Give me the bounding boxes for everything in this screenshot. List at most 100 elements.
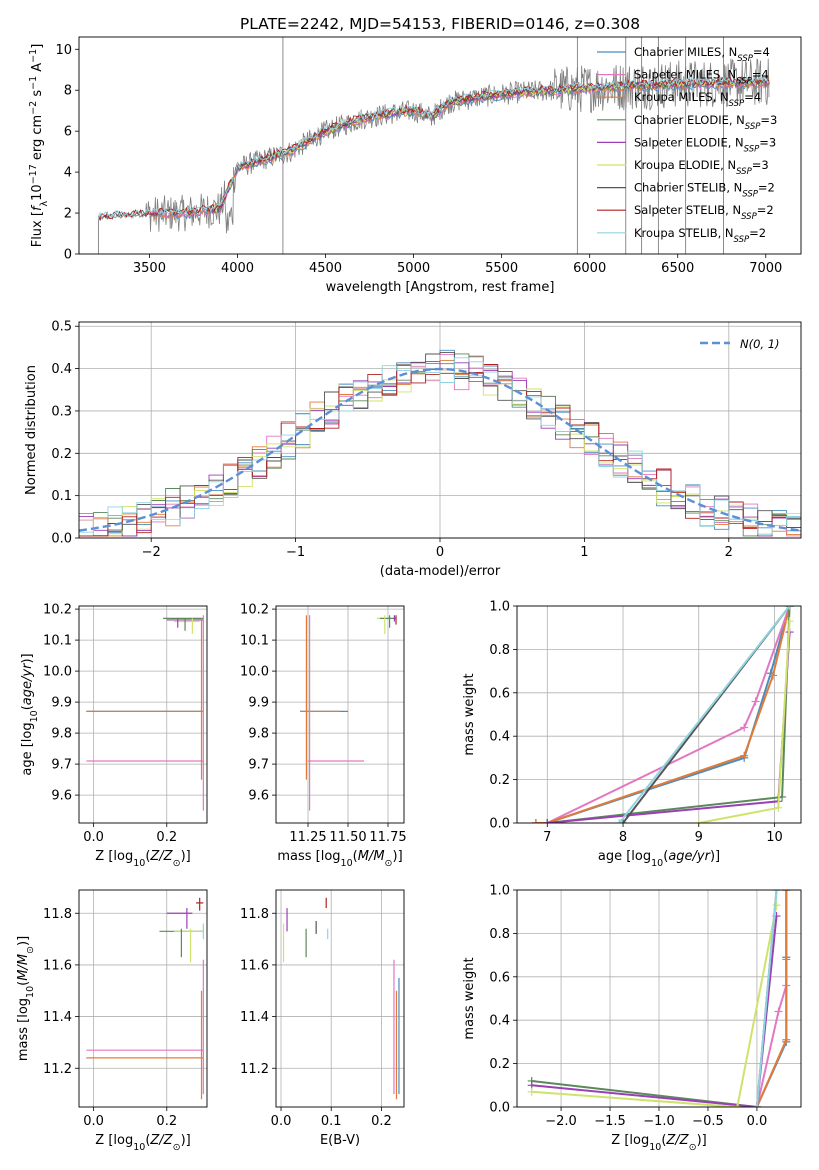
residual-hist-chabrier-stelib — [79, 351, 801, 537]
age_vs_mass-marks — [300, 615, 397, 811]
spectrum-xlabel: wavelength [Angstrom, rest frame] — [326, 280, 555, 295]
age_vs_Z-ytick-label: 9.8 — [51, 727, 72, 742]
age_vs_mass-ytick-label: 10.0 — [240, 665, 269, 680]
weight_vs_age-marker-chabrier-stelib — [619, 819, 628, 823]
spectrum-model-chabrier-stelib — [97, 77, 770, 222]
mass_vs_Z-ytick-label: 11.2 — [43, 1062, 72, 1077]
weight_vs_age-xtick-label: 7 — [543, 830, 551, 845]
residuals-xtick-label: 2 — [725, 545, 733, 560]
age_vs_mass-xlabel: mass [log10(M/M⊙)] — [277, 849, 402, 869]
age_vs_Z-ytick-label: 9.9 — [51, 696, 72, 711]
residuals-ytick-label: 0.3 — [51, 404, 72, 419]
age_vs_mass-ytick-label: 9.8 — [248, 727, 269, 742]
age_vs_mass-ytick-label: 10.1 — [240, 634, 269, 649]
weight_vs_age-marker-salpeter-elodie — [543, 819, 552, 823]
weight_vs_Z-ytick-label: 0.6 — [489, 970, 510, 985]
age_vs_Z-xlabel: Z [log10(Z/Z⊙)] — [95, 849, 190, 869]
age_vs_Z-ytick-label: 9.6 — [51, 789, 72, 804]
weight_vs_age-ytick-label: 0.2 — [489, 773, 510, 788]
weight_vs_age-line-kroupa-miles — [535, 606, 791, 823]
weight_vs_age-panel: 7 8 9 10 0.0 0.2 0.4 0.6 0.8 1.0 age [log10(age/yr… — [462, 600, 802, 869]
legend-entry-kroupa-elodie: Kroupa ELODIE, NSSP=3 — [634, 158, 769, 177]
residuals-ylabel: Normed distribution — [24, 365, 39, 495]
spectrum-xtick-label: 3500 — [133, 261, 166, 276]
spectrum-marks — [97, 37, 770, 254]
weight_vs_Z-marker-kroupa-miles — [782, 955, 791, 964]
weight_vs_age-xtick-label: 9 — [695, 830, 703, 845]
weight_vs_age-marker-kroupa-elodie — [694, 819, 703, 823]
mass_vs_Z-marks — [86, 897, 204, 1100]
weight_vs_age-ylabel: mass weight — [462, 673, 477, 755]
weight_vs_Z-marker-kroupa-elodie — [772, 901, 781, 910]
residuals-xlabel: (data-model)/error — [380, 564, 501, 579]
legend-entry-salpeter-elodie: Salpeter ELODIE, NSSP=3 — [634, 135, 776, 154]
residuals-frame — [78, 321, 802, 539]
weight_vs_Z-marker-kroupa-stelib — [752, 1103, 761, 1107]
weight_vs_Z-line-kroupa-stelib — [755, 890, 778, 1107]
weight_vs_Z-ytick-label: 0.8 — [489, 927, 510, 942]
weight_vs_age-marker-kroupa-miles — [768, 671, 777, 680]
mass_vs_Z-panel: 0.0 0.2 11.2 11.4 11.6 11.8 Z [log10(Z/Z⊙)] mas… — [16, 889, 208, 1153]
residual-hist-kroupa-stelib — [79, 357, 801, 535]
age_vs_mass-frame — [275, 605, 405, 824]
legend-entry-kroupa-miles: Kroupa MILES, NSSP=4 — [634, 90, 761, 109]
weight_vs_age-xlabel: age [log10(age/yr)] — [598, 849, 720, 869]
age_vs_Z-ytick-label: 9.7 — [51, 758, 72, 773]
legend-entry-chabrier-stelib: Chabrier STELIB, NSSP=2 — [634, 181, 775, 200]
age_vs_mass-xtick-label: 11.75 — [369, 830, 406, 845]
weight_vs_Z-ytick-label: 0.2 — [489, 1057, 510, 1072]
weight_vs_age-xtick-label: 10 — [766, 830, 783, 845]
mass_vs_EBV-xtick-label: 0.1 — [321, 1114, 342, 1129]
legend-entry-kroupa-stelib: Kroupa STELIB, NSSP=2 — [634, 226, 766, 245]
weight_vs_Z-ytick-label: 1.0 — [489, 884, 510, 899]
weight_vs_Z-xtick-label: −1.0 — [643, 1114, 675, 1129]
weight_vs_Z-marker-kroupa-miles — [782, 890, 791, 894]
age_vs_mass-ytick-label: 9.9 — [248, 696, 269, 711]
weight_vs_Z-xtick-label: −2.0 — [545, 1114, 577, 1129]
mass_vs_EBV-ytick-label: 11.2 — [240, 1062, 269, 1077]
weight_vs_Z-panel: −2.0 −1.5 −1.0 −0.5 0.0 0.0 0.2 0.4 0.6 0.8 1.0 Z [… — [462, 884, 802, 1153]
weight_vs_Z-marker-kroupa-miles — [782, 1035, 791, 1044]
age_vs_Z-ylabel: age [log10(age/yr)] — [20, 653, 40, 775]
age_vs_Z-frame — [78, 605, 208, 824]
mass_vs_Z-xtick-label: 0.2 — [156, 1114, 177, 1129]
legend-entry-chabrier-elodie: Chabrier ELODIE, NSSP=3 — [634, 113, 777, 132]
mass_vs_EBV-marks — [282, 897, 400, 1100]
mass_vs_Z-ytick-label: 11.6 — [43, 958, 72, 973]
mass_vs_Z-ytick-label: 11.8 — [43, 907, 72, 922]
age_vs_Z-marks — [86, 615, 204, 811]
weight_vs_Z-xtick-label: −0.5 — [692, 1114, 724, 1129]
mass_vs_Z-frame — [78, 889, 208, 1108]
residuals-marks — [79, 349, 801, 537]
normal-legend-label: N(0, 1) — [740, 337, 780, 351]
weight_vs_age-marker-kroupa-elodie — [774, 803, 783, 812]
weight_vs_Z-ytick-label: 0.4 — [489, 1014, 510, 1029]
residuals-xtick-label: 0 — [436, 545, 444, 560]
weight_vs_age-marks — [531, 606, 794, 823]
weight_vs_Z-line-chabrier-elodie — [531, 890, 778, 1107]
spectrum-xtick-label: 7000 — [749, 261, 782, 276]
mass_vs_EBV-xtick-label: 0.0 — [271, 1114, 292, 1129]
legend-entry-salpeter-stelib: Salpeter STELIB, NSSP=2 — [634, 203, 774, 222]
residuals-panel: −2 −1 0 1 2 0.0 0.1 0.2 0.3 0.4 0.5 (data-model)/er… — [24, 320, 802, 579]
weight_vs_Z-frame — [516, 889, 802, 1108]
residuals-ytick-label: 0.0 — [51, 532, 72, 547]
spectrum-xtick-label: 6500 — [661, 261, 694, 276]
mass_vs_Z-ytick-label: 11.4 — [43, 1010, 72, 1025]
age_vs_mass-xtick-label: 11.50 — [329, 830, 366, 845]
residuals-ytick-label: 0.4 — [51, 362, 72, 377]
mass_vs_Z-xtick-label: 0.0 — [83, 1114, 104, 1129]
spectrum-model-kroupa-stelib — [97, 75, 770, 219]
weight_vs_age-ytick-label: 1.0 — [489, 600, 510, 615]
mass_vs_EBV-frame — [275, 889, 405, 1108]
figure-title: PLATE=2242, MJD=54153, FIBERID=0146, z=0… — [240, 15, 640, 33]
spectrum-ytick-label: 6 — [64, 125, 72, 140]
age_vs_Z-ytick-label: 10.0 — [43, 665, 72, 680]
spectrum-xtick-label: 4000 — [221, 261, 254, 276]
weight_vs_age-ytick-label: 0.0 — [489, 817, 510, 832]
weight_vs_age-line-chabrier-miles — [535, 606, 791, 823]
weight_vs_age-ytick-label: 0.4 — [489, 730, 510, 745]
weight_vs_age-marker-salpeter-miles — [740, 723, 749, 732]
age_vs_Z-xtick-label: 0.2 — [156, 830, 177, 845]
residuals-ytick-label: 0.1 — [51, 489, 72, 504]
